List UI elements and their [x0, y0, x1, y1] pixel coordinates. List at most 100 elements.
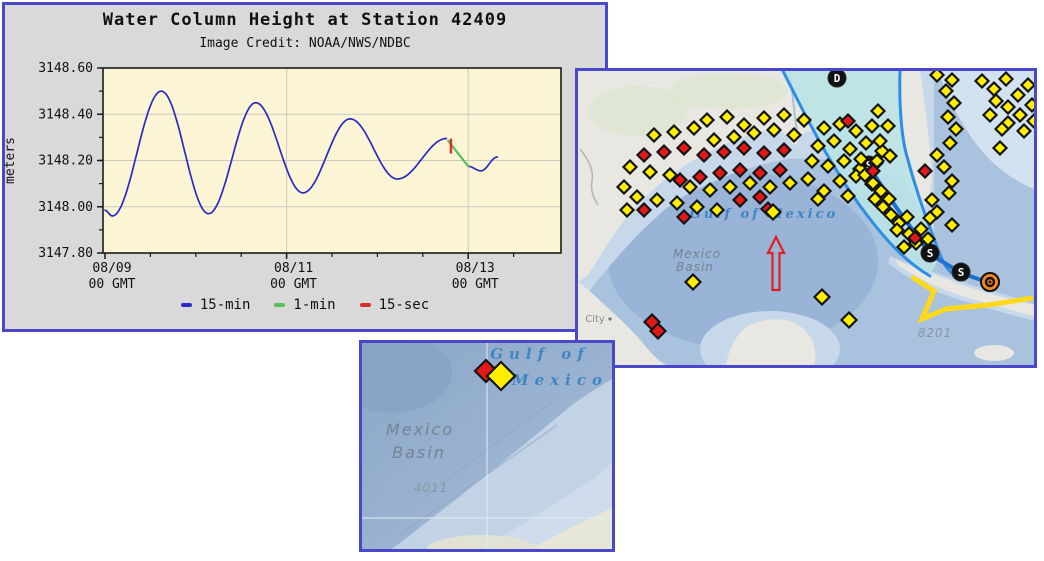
station-marker-yellow[interactable]: [939, 108, 957, 126]
station-marker-yellow[interactable]: [661, 166, 679, 184]
station-marker-red[interactable]: [771, 161, 789, 179]
station-marker-yellow[interactable]: [895, 238, 913, 256]
station-marker-red[interactable]: [675, 139, 693, 157]
station-marker-yellow[interactable]: [683, 272, 703, 292]
station-marker-red[interactable]: [864, 162, 882, 180]
station-marker-red[interactable]: [635, 201, 653, 219]
station-marker-yellow[interactable]: [857, 134, 875, 152]
station-marker-red[interactable]: [839, 112, 857, 130]
station-marker-yellow[interactable]: [815, 119, 833, 137]
station-marker-yellow[interactable]: [688, 198, 706, 216]
station-marker-yellow[interactable]: [921, 209, 939, 227]
station-marker-yellow[interactable]: [869, 102, 887, 120]
station-marker-yellow[interactable]: [681, 178, 699, 196]
station-marker-red[interactable]: [655, 143, 673, 161]
station-marker-yellow[interactable]: [879, 117, 897, 135]
station-marker-yellow[interactable]: [847, 122, 865, 140]
station-marker-yellow[interactable]: [839, 310, 859, 330]
station-marker-yellow[interactable]: [997, 70, 1015, 88]
station-marker-yellow[interactable]: [1019, 76, 1037, 94]
station-marker-yellow[interactable]: [741, 174, 759, 192]
station-marker-yellow[interactable]: [835, 152, 853, 170]
station-marker-red[interactable]: [906, 229, 924, 247]
station-marker-yellow[interactable]: [615, 178, 633, 196]
station-marker-yellow[interactable]: [781, 174, 799, 192]
station-marker-yellow[interactable]: [621, 158, 639, 176]
inset-station-marker-yellow[interactable]: [485, 360, 517, 392]
station-marker-red[interactable]: [731, 161, 749, 179]
station-marker-yellow[interactable]: [1011, 106, 1029, 124]
station-marker-red[interactable]: [751, 164, 769, 182]
station-marker-yellow[interactable]: [923, 191, 941, 209]
station-marker-yellow[interactable]: [943, 172, 961, 190]
station-marker-yellow[interactable]: [882, 206, 900, 224]
station-marker-yellow[interactable]: [973, 72, 991, 90]
station-marker-yellow[interactable]: [618, 201, 636, 219]
station-marker-yellow[interactable]: [898, 208, 916, 226]
station-marker-yellow[interactable]: [1009, 86, 1027, 104]
station-marker-yellow[interactable]: [888, 221, 906, 239]
station-marker-yellow[interactable]: [874, 198, 892, 216]
station-marker-red[interactable]: [711, 164, 729, 182]
station-marker-yellow[interactable]: [799, 170, 817, 188]
station-marker-red[interactable]: [675, 208, 693, 226]
station-marker-yellow[interactable]: [1015, 122, 1033, 140]
station-marker-yellow[interactable]: [718, 108, 736, 126]
station-marker-red[interactable]: [731, 191, 749, 209]
station-marker-yellow[interactable]: [685, 119, 703, 137]
station-marker-yellow[interactable]: [871, 132, 889, 150]
station-marker-yellow[interactable]: [645, 126, 663, 144]
station-marker-yellow[interactable]: [991, 139, 1009, 157]
station-marker-yellow[interactable]: [999, 98, 1017, 116]
station-marker-yellow[interactable]: [648, 191, 666, 209]
station-marker-yellow[interactable]: [919, 230, 937, 248]
station-marker-red[interactable]: [635, 146, 653, 164]
station-marker-yellow[interactable]: [785, 126, 803, 144]
station-marker-yellow[interactable]: [725, 128, 743, 146]
station-marker-yellow[interactable]: [705, 131, 723, 149]
station-marker-yellow[interactable]: [665, 123, 683, 141]
station-marker-yellow[interactable]: [825, 132, 843, 150]
station-marker-red[interactable]: [755, 144, 773, 162]
station-marker-yellow[interactable]: [981, 106, 999, 124]
station-marker-yellow[interactable]: [841, 140, 859, 158]
station-marker-red[interactable]: [751, 188, 769, 206]
station-marker-yellow[interactable]: [928, 146, 946, 164]
station-marker-yellow[interactable]: [831, 172, 849, 190]
station-marker-yellow[interactable]: [765, 121, 783, 139]
station-marker-yellow[interactable]: [864, 174, 882, 192]
station-marker-yellow[interactable]: [945, 94, 963, 112]
station-marker-yellow[interactable]: [721, 178, 739, 196]
station-marker-yellow[interactable]: [993, 120, 1011, 138]
station-marker-yellow[interactable]: [809, 137, 827, 155]
station-marker-yellow[interactable]: [912, 220, 930, 238]
station-marker-red[interactable]: [916, 162, 934, 180]
station-marker-yellow[interactable]: [803, 152, 821, 170]
station-marker-yellow[interactable]: [819, 157, 837, 175]
station-marker-yellow[interactable]: [698, 111, 716, 129]
station-marker-yellow[interactable]: [863, 117, 881, 135]
station-marker-yellow-highlight[interactable]: [763, 202, 783, 222]
station-marker-yellow[interactable]: [947, 120, 965, 138]
station-marker-red[interactable]: [671, 171, 689, 189]
station-marker-red[interactable]: [695, 146, 713, 164]
station-marker-red[interactable]: [715, 143, 733, 161]
station-marker-yellow[interactable]: [701, 181, 719, 199]
station-marker-yellow[interactable]: [628, 188, 646, 206]
station-marker-yellow[interactable]: [866, 190, 884, 208]
station-marker-yellow[interactable]: [668, 194, 686, 212]
station-marker-yellow[interactable]: [795, 111, 813, 129]
station-marker-yellow[interactable]: [755, 109, 773, 127]
station-marker-red[interactable]: [648, 321, 668, 341]
station-marker-yellow[interactable]: [809, 190, 827, 208]
station-marker-yellow[interactable]: [943, 216, 961, 234]
station-marker-yellow[interactable]: [735, 116, 753, 134]
station-marker-yellow[interactable]: [940, 184, 958, 202]
station-marker-red[interactable]: [775, 141, 793, 159]
station-marker-yellow[interactable]: [745, 124, 763, 142]
station-marker-red[interactable]: [691, 168, 709, 186]
station-marker-red[interactable]: [735, 139, 753, 157]
station-marker-yellow[interactable]: [987, 92, 1005, 110]
station-marker-yellow[interactable]: [935, 158, 953, 176]
station-marker-yellow[interactable]: [943, 71, 961, 89]
